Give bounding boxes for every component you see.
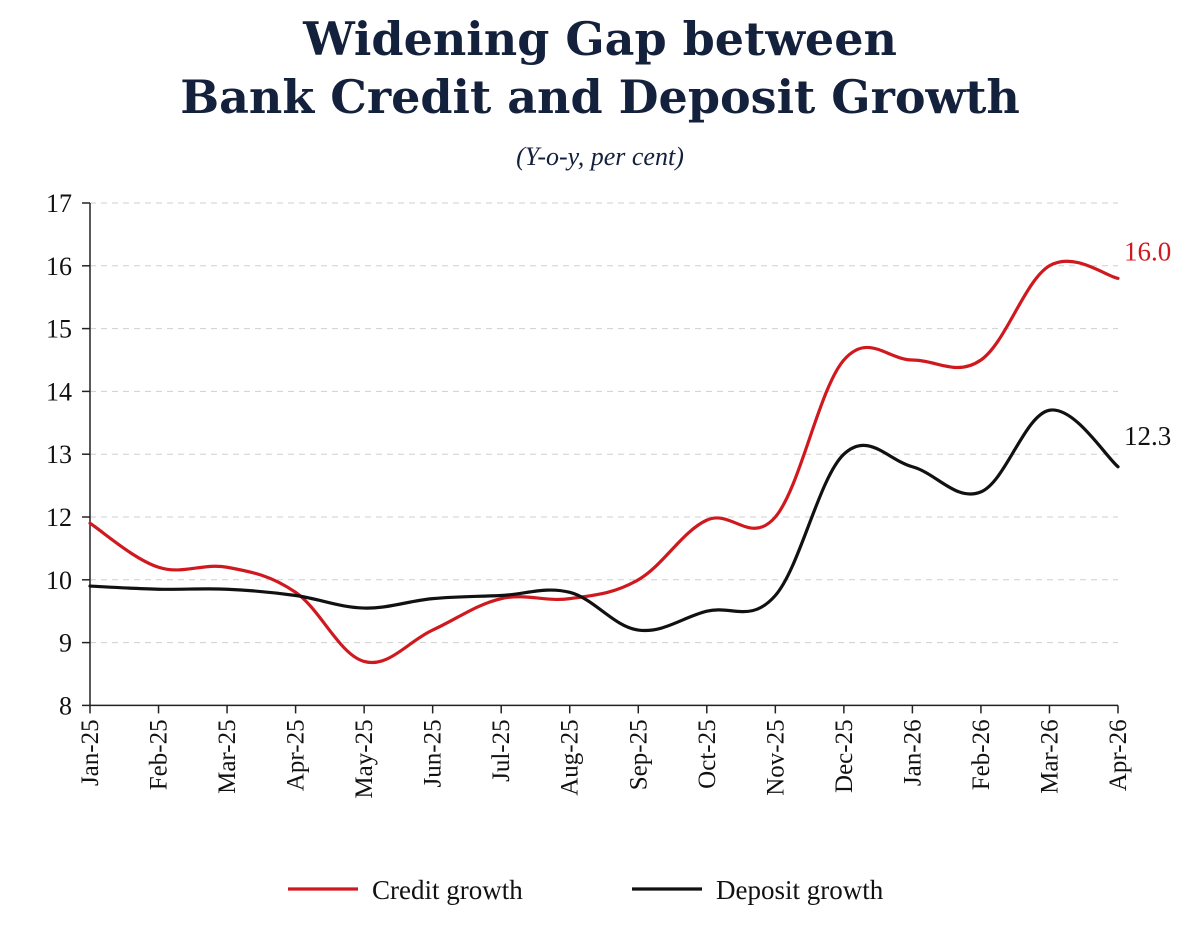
end-label-credit-growth: 16.0 <box>1124 236 1171 266</box>
x-tick-label: Mar-26 <box>1036 719 1063 793</box>
chart-title-line-1: Widening Gap between <box>303 12 897 66</box>
series-lines <box>88 259 1120 665</box>
y-tick-label: 12 <box>46 503 72 532</box>
x-tick-label: Sep-25 <box>625 719 652 790</box>
chart-subtitle: (Y-o-y, per cent) <box>516 142 684 171</box>
legend-item-credit-growth: Credit growth <box>288 875 523 905</box>
y-tick-label: 10 <box>46 566 72 595</box>
x-tick-label: Aug-25 <box>557 719 584 795</box>
x-tick-label: Nov-25 <box>762 719 789 795</box>
x-tick-label: Jul-25 <box>488 719 515 782</box>
y-tick-label: 14 <box>46 377 72 406</box>
series-line-deposit-growth <box>88 408 1120 633</box>
x-tick-label: Apr-26 <box>1105 719 1132 791</box>
end-labels: 16.0 12.3 <box>1124 236 1171 450</box>
x-tick-label: Feb-25 <box>146 719 173 790</box>
y-tick-label: 13 <box>46 440 72 469</box>
x-tick-label: Jan-25 <box>77 719 104 786</box>
x-tick-label: Jun-25 <box>420 719 447 787</box>
x-tick-label: Mar-25 <box>214 719 241 793</box>
x-tick-label: Dec-25 <box>831 719 858 793</box>
x-tick-label: Oct-25 <box>694 719 721 788</box>
y-axis-ticks: 8 9 10 12 13 14 15 16 17 <box>46 189 72 720</box>
series-line-credit-growth <box>88 259 1120 665</box>
legend-label: Credit growth <box>372 875 523 905</box>
y-tick-label: 17 <box>46 189 72 218</box>
y-tick-label: 9 <box>59 629 72 658</box>
x-tick-label: Jan-26 <box>899 719 926 786</box>
x-tick-label: Feb-26 <box>968 719 995 790</box>
y-tick-label: 15 <box>46 315 72 344</box>
chart-title-line-2: Bank Credit and Deposit Growth <box>180 70 1020 124</box>
gridlines <box>90 202 1118 644</box>
chart-title: Widening Gap between Bank Credit and Dep… <box>0 10 1200 126</box>
axes <box>82 202 1119 714</box>
y-tick-label: 16 <box>46 252 72 281</box>
legend-item-deposit-growth: Deposit growth <box>632 875 884 905</box>
x-tick-label: May-25 <box>351 719 378 798</box>
legend: Credit growth Deposit growth <box>288 875 884 905</box>
y-tick-label: 8 <box>59 691 72 720</box>
legend-label: Deposit growth <box>716 875 884 905</box>
x-tick-label: Apr-25 <box>283 719 310 791</box>
end-label-deposit-growth: 12.3 <box>1124 421 1171 451</box>
x-axis-ticks: Jan-25 Feb-25 Mar-25 Apr-25 May-25 Jun-25 Jul-… <box>77 719 1132 798</box>
